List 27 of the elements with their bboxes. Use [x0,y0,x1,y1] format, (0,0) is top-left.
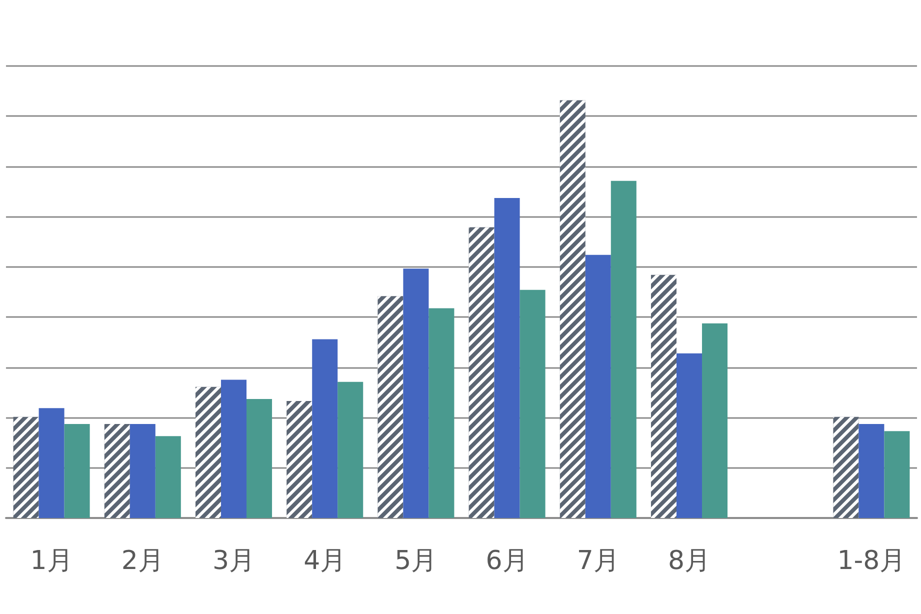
x-tick-label: 2月 [121,546,164,576]
bar [38,408,64,518]
bar [676,353,702,518]
bar [610,180,636,518]
x-tick-label: 8月 [668,546,711,576]
bar [130,424,156,518]
bar [155,436,181,518]
x-tick-label: 5月 [394,546,438,576]
bar [428,308,454,518]
bar [702,323,728,518]
bar [858,424,884,518]
bar [220,380,247,518]
bar [585,254,611,518]
x-tick-label: 6月 [486,546,528,576]
bar [884,431,910,518]
x-tick-label: 4月 [304,546,346,576]
bar [520,290,546,518]
bar [312,339,338,518]
bar [403,268,429,518]
bar [338,382,364,518]
x-tick-label: 1月 [30,546,73,576]
x-tick-label: 7月 [576,546,620,576]
bar [494,198,520,518]
bar [246,398,272,518]
bar [64,424,90,518]
x-tick-label: 3月 [212,546,256,576]
x-tick-label: 1-8月 [837,546,906,576]
